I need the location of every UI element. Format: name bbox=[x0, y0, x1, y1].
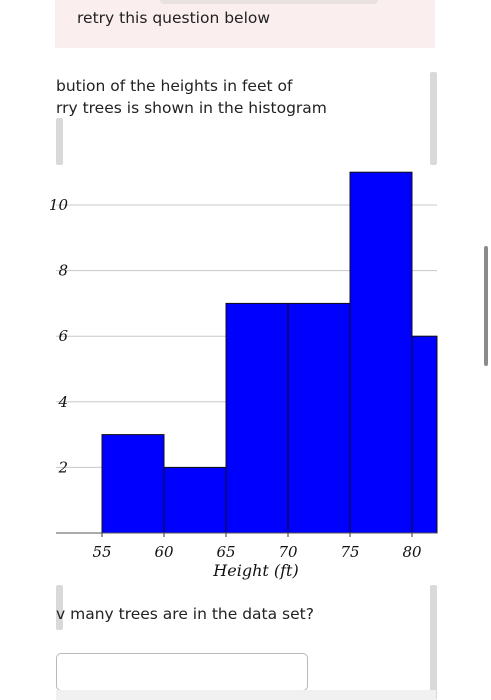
x-tick-label: 75 bbox=[340, 543, 359, 561]
prompt-line-2: rry trees is shown in the histogram bbox=[56, 99, 327, 117]
answer-input[interactable] bbox=[56, 653, 308, 691]
x-tick-label: 80 bbox=[402, 543, 422, 561]
histogram-bar-60-65 bbox=[163, 466, 227, 534]
y-tick-label: 10 bbox=[49, 196, 69, 214]
retry-banner: retry this question below bbox=[55, 0, 435, 48]
histogram-bar-65-70 bbox=[225, 302, 289, 534]
histogram: 2 4 6 8 10 55 60 65 70 75 80 Height (ft) bbox=[0, 160, 491, 594]
x-tick-label: 65 bbox=[216, 543, 235, 561]
histogram-bar-75-80 bbox=[349, 171, 413, 534]
right-divider-bottom bbox=[430, 585, 437, 700]
histogram-bar-55-60 bbox=[101, 434, 165, 534]
y-tick-label: 2 bbox=[57, 458, 68, 476]
y-tick-label: 6 bbox=[58, 327, 68, 345]
right-divider-top bbox=[430, 72, 437, 165]
x-axis-label: Height (ft) bbox=[212, 561, 298, 580]
histogram-bar-70-75 bbox=[287, 302, 351, 534]
y-tick-layer: 2 4 6 8 10 bbox=[49, 196, 69, 476]
x-tick-label: 60 bbox=[154, 543, 174, 561]
histogram-bar-80-85 bbox=[411, 335, 438, 534]
retry-banner-text: retry this question below bbox=[77, 9, 271, 27]
y-tick-label: 8 bbox=[58, 262, 68, 280]
x-tick-layer: 55 60 65 70 75 80 bbox=[92, 533, 422, 561]
y-tick-label: 4 bbox=[57, 393, 68, 411]
x-tick-label: 70 bbox=[278, 543, 298, 561]
question-text: v many trees are in the data set? bbox=[56, 605, 314, 623]
left-divider-top bbox=[56, 118, 63, 165]
histogram-svg: 2 4 6 8 10 55 60 65 70 75 80 Height (ft) bbox=[49, 171, 438, 580]
question-prompt: bution of the heights in feet of rry tre… bbox=[56, 75, 327, 119]
x-tick-label: 55 bbox=[92, 543, 111, 561]
left-divider-bottom bbox=[56, 585, 63, 630]
banner-top-bar bbox=[160, 0, 378, 4]
bottom-edge bbox=[56, 690, 436, 700]
bar-layer bbox=[101, 171, 438, 534]
prompt-line-1: bution of the heights in feet of bbox=[56, 77, 293, 95]
scrollbar[interactable] bbox=[484, 246, 488, 366]
